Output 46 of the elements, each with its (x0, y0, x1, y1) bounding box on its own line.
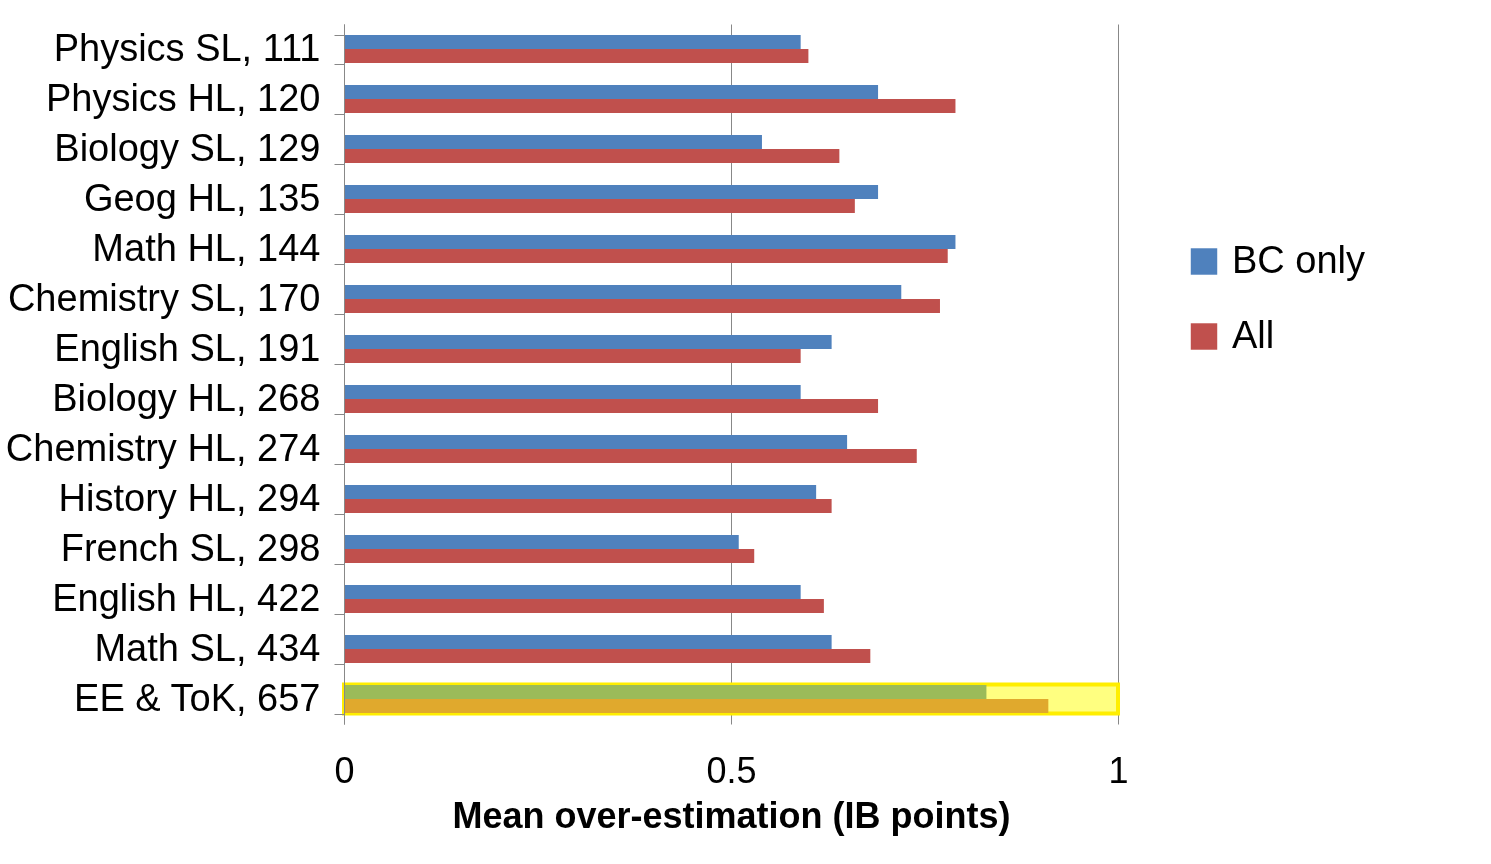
bar (344, 85, 879, 100)
bar (344, 235, 956, 250)
y-tick-label: French SL, 298 (60, 526, 321, 569)
bar (344, 48, 809, 63)
bar (344, 648, 871, 663)
bar (344, 298, 940, 313)
bar (344, 185, 879, 200)
bar (344, 148, 840, 163)
y-tick-label: English HL, 422 (52, 576, 321, 619)
bar (344, 248, 948, 263)
y-tick-label: History HL, 294 (58, 476, 321, 519)
bar (344, 548, 755, 563)
x-tick-label: 1 (1108, 749, 1129, 791)
bar (344, 35, 801, 50)
y-tick-label: EE & ToK, 657 (74, 676, 321, 719)
bar (344, 635, 832, 650)
bar (344, 385, 801, 400)
bar (344, 535, 739, 550)
bar (344, 485, 817, 500)
legend-label: BC only (1232, 238, 1366, 281)
y-tick-label: Biology SL, 129 (54, 126, 321, 169)
bar (344, 498, 832, 513)
bar (344, 335, 832, 350)
bar (344, 448, 917, 463)
bar (344, 598, 824, 613)
bar (344, 398, 879, 413)
y-tick-label: English SL, 191 (54, 326, 321, 369)
bar (344, 435, 848, 450)
legend-label: All (1232, 313, 1275, 356)
y-tick-label: Math SL, 434 (94, 626, 321, 669)
bar (344, 198, 855, 213)
bar (344, 348, 801, 363)
bar (344, 135, 762, 150)
x-tick-label: 0 (334, 749, 355, 791)
y-tick-label: Physics SL, 111 (53, 26, 321, 69)
bar (344, 285, 902, 300)
x-tick-label: 0.5 (706, 749, 757, 791)
y-tick-label: Math HL, 144 (92, 226, 321, 269)
bar (344, 585, 801, 600)
y-tick-label: Biology HL, 268 (52, 376, 321, 419)
y-tick-label: Chemistry HL, 274 (5, 426, 321, 469)
y-tick-label: Chemistry SL, 170 (7, 276, 321, 319)
bar (344, 98, 956, 113)
y-tick-label: Physics HL, 120 (45, 76, 321, 119)
y-tick-label: Geog HL, 135 (83, 176, 321, 219)
x-axis-title: Mean over-estimation (IB points) (452, 794, 1011, 836)
